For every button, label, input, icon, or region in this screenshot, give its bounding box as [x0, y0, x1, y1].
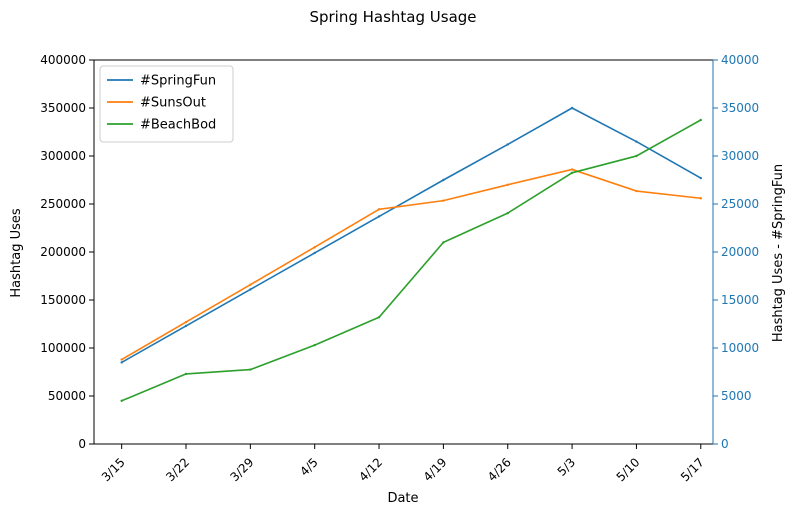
- x-tick-label-9: 5/17: [678, 455, 707, 484]
- data-point-1-9: [699, 197, 702, 200]
- series-line-1: [121, 168, 701, 361]
- data-point-0-2: [249, 288, 252, 291]
- y-tick-label-0: 0: [78, 437, 86, 451]
- data-point-2-5: [442, 241, 445, 244]
- series-line-2: [121, 119, 702, 402]
- y2-tick-label-4: 20000: [721, 245, 759, 259]
- data-point-1-4: [377, 208, 381, 211]
- x-tick-label-5: 4/19: [421, 455, 450, 484]
- y2-tick-label-1: 5000: [721, 389, 752, 403]
- y2-tick-label-2: 10000: [721, 341, 759, 355]
- data-point-0-4: [377, 215, 381, 218]
- x-tick-label-2: 3/29: [228, 455, 257, 484]
- data-point-0-1: [184, 324, 188, 328]
- data-point-2-6: [506, 211, 509, 215]
- data-point-0-5: [442, 178, 445, 182]
- data-point-0-7: [570, 106, 574, 110]
- data-point-2-0: [120, 399, 123, 402]
- y2-tick-label-5: 25000: [721, 197, 759, 211]
- data-point-0-6: [506, 143, 509, 146]
- data-point-1-3: [313, 246, 316, 249]
- y2-tick-label-3: 15000: [721, 293, 759, 307]
- y-tick-label-6: 300000: [40, 149, 86, 163]
- data-point-2-7: [570, 171, 574, 174]
- data-point-0-9: [699, 176, 702, 180]
- y2-tick-label-0: 0: [721, 437, 729, 451]
- y2-tick-label-7: 35000: [721, 101, 759, 115]
- y-tick-label-1: 50000: [48, 389, 86, 403]
- data-point-1-2: [249, 283, 252, 286]
- data-point-0-8: [635, 140, 638, 143]
- legend: #SpringFun #SunsOut #BeachBod: [99, 65, 234, 143]
- chart-title: Spring Hashtag Usage: [309, 8, 476, 26]
- plot-area: [120, 106, 702, 402]
- y-tick-label-7: 350000: [40, 101, 86, 115]
- y2-tick-label-8: 40000: [721, 53, 759, 67]
- data-point-2-1: [184, 372, 188, 376]
- y-axis-title: Hashtag Uses: [9, 208, 24, 297]
- y-tick-label-4: 200000: [40, 245, 86, 259]
- y-tick-label-2: 100000: [40, 341, 86, 355]
- x-tick-label-6: 4/26: [485, 455, 514, 484]
- x-axis-title: Date: [387, 491, 418, 506]
- legend-box: [99, 65, 234, 143]
- data-point-1-8: [635, 189, 638, 193]
- y-tick-label-3: 150000: [40, 293, 86, 307]
- x-tick-label-8: 5/10: [614, 455, 643, 484]
- y2-tick-label-6: 30000: [721, 149, 759, 163]
- series-line-0: [121, 107, 702, 364]
- data-point-2-8: [635, 154, 638, 158]
- y-tick-label-8: 400000: [40, 53, 86, 67]
- y2-axis-title: Hashtag Uses - #SpringFun: [771, 164, 786, 342]
- data-point-1-0: [120, 358, 123, 361]
- data-point-2-4: [377, 316, 381, 319]
- data-point-1-7: [570, 168, 574, 171]
- data-point-2-3: [313, 343, 316, 347]
- data-point-1-5: [442, 199, 445, 202]
- x-tick-label-7: 5/3: [555, 455, 579, 479]
- data-point-0-0: [120, 361, 123, 364]
- data-point-2-2: [249, 368, 252, 371]
- x-tick-label-4: 4/12: [356, 455, 385, 484]
- x-tick-label-1: 3/22: [163, 455, 192, 484]
- x-tick-label-0: 3/15: [99, 455, 128, 484]
- legend-label-2: #BeachBod: [140, 118, 216, 133]
- data-point-2-9: [699, 118, 702, 122]
- y-tick-label-5: 250000: [40, 197, 86, 211]
- data-point-1-1: [184, 320, 188, 324]
- x-tick-label-3: 4/5: [297, 455, 321, 479]
- legend-label-0: #SpringFun: [140, 74, 216, 89]
- legend-label-1: #SunsOut: [140, 96, 206, 111]
- data-point-0-3: [313, 251, 316, 255]
- data-point-1-6: [506, 183, 509, 186]
